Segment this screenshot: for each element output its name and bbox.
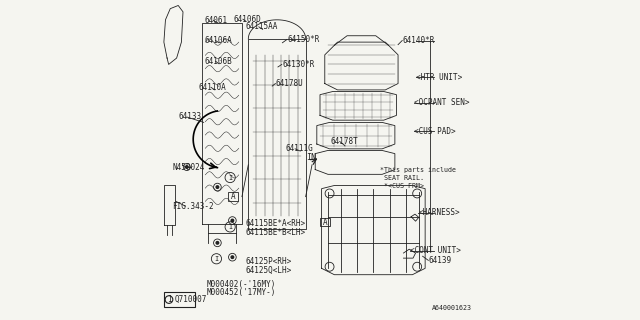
Text: 64133: 64133 bbox=[178, 113, 202, 122]
Text: M000402(-'16MY): M000402(-'16MY) bbox=[206, 280, 276, 289]
Text: <HARNESS>: <HARNESS> bbox=[418, 208, 460, 217]
Text: 64130*R: 64130*R bbox=[282, 60, 315, 69]
Text: FIG.343-2: FIG.343-2 bbox=[172, 202, 214, 211]
Text: 64178U: 64178U bbox=[275, 79, 303, 88]
Text: 64106B: 64106B bbox=[204, 57, 232, 66]
Text: 1: 1 bbox=[166, 295, 172, 304]
Text: 64150*R: 64150*R bbox=[287, 35, 320, 44]
Text: N450024: N450024 bbox=[173, 163, 205, 172]
Text: I: I bbox=[214, 256, 219, 262]
Text: <HTR UNIT>: <HTR UNIT> bbox=[415, 73, 462, 82]
Text: A640001623: A640001623 bbox=[432, 305, 472, 311]
Text: 64178T: 64178T bbox=[330, 137, 358, 146]
Text: 64106A: 64106A bbox=[204, 36, 232, 45]
Circle shape bbox=[186, 166, 188, 168]
Text: I: I bbox=[228, 174, 232, 180]
Circle shape bbox=[231, 256, 234, 259]
Text: IN: IN bbox=[306, 153, 316, 162]
Text: 64115AA: 64115AA bbox=[245, 22, 278, 31]
Text: 64125Q<LH>: 64125Q<LH> bbox=[245, 266, 291, 275]
Text: A: A bbox=[231, 192, 236, 201]
Text: <CONT UNIT>: <CONT UNIT> bbox=[410, 246, 461, 255]
Text: A: A bbox=[323, 218, 328, 227]
Text: I: I bbox=[228, 224, 232, 230]
Text: *<CUS FRM>: *<CUS FRM> bbox=[384, 183, 424, 189]
Circle shape bbox=[216, 186, 219, 188]
Text: 64106D: 64106D bbox=[234, 15, 261, 24]
Text: <CUS PAD>: <CUS PAD> bbox=[414, 127, 456, 136]
Text: 64061: 64061 bbox=[205, 16, 228, 25]
Text: SEAT RAIL.: SEAT RAIL. bbox=[384, 175, 424, 181]
Text: 64111G: 64111G bbox=[285, 144, 314, 153]
Circle shape bbox=[216, 242, 219, 244]
Text: 64115BE*B<LH>: 64115BE*B<LH> bbox=[245, 228, 305, 236]
Text: *This parts include: *This parts include bbox=[380, 167, 456, 173]
Text: <OCPANT SEN>: <OCPANT SEN> bbox=[414, 98, 470, 107]
Text: M000452('17MY-): M000452('17MY-) bbox=[206, 288, 276, 297]
Text: 64139: 64139 bbox=[428, 256, 451, 265]
Text: 64140*R: 64140*R bbox=[402, 36, 435, 45]
Text: 64115BE*A<RH>: 64115BE*A<RH> bbox=[245, 219, 305, 228]
Circle shape bbox=[231, 219, 234, 222]
Text: 64110A: 64110A bbox=[199, 83, 227, 92]
Text: Q710007: Q710007 bbox=[175, 295, 207, 304]
Text: 64125P<RH>: 64125P<RH> bbox=[245, 258, 291, 267]
